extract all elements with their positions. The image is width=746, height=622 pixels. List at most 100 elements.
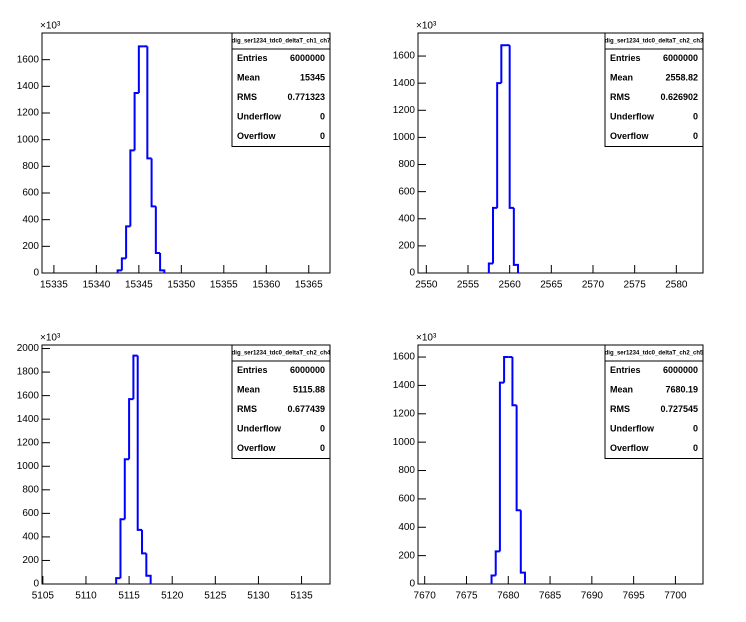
x-tick-label: 7680 [497, 591, 520, 602]
stats-value: 0 [320, 131, 325, 141]
histogram-bin [492, 206, 498, 264]
stats-background [231, 344, 331, 459]
x-tick-label: 15355 [210, 280, 238, 291]
x-tick-label: 7675 [455, 591, 478, 602]
x-tick-label: 5135 [290, 591, 313, 602]
stats-value: 15345 [300, 73, 325, 83]
histogram-bin [511, 357, 517, 407]
stats-value: 6000000 [290, 365, 325, 375]
stats-label: Overflow [237, 131, 277, 141]
stats-value: 0 [693, 443, 698, 453]
y-tick-label: 800 [398, 159, 415, 170]
stats-label: Entries [610, 53, 641, 63]
stats-label: Entries [610, 365, 641, 375]
y-exponent-label: ×10³ [40, 333, 61, 344]
x-tick-label: 2580 [665, 280, 688, 291]
y-exponent-label: ×10³ [416, 333, 437, 344]
y-tick-label: 0 [33, 579, 39, 590]
y-tick-label: 800 [22, 161, 39, 172]
stats-value: 0.677439 [287, 404, 325, 414]
histogram-bin [487, 262, 493, 273]
stats-value: 0.626902 [660, 92, 698, 102]
x-tick-label: 2570 [582, 280, 605, 291]
histogram-bin [141, 529, 147, 555]
stats-background [604, 32, 704, 147]
stats-label: RMS [610, 404, 630, 414]
plot-frame [41, 344, 331, 585]
histogram-bin [125, 225, 131, 259]
x-tick-label: 15365 [295, 280, 323, 291]
histogram-bin [496, 82, 502, 208]
stats-label: Overflow [237, 443, 277, 453]
y-tick-label: 0 [33, 268, 39, 279]
y-exponent-label: ×10³ [416, 21, 437, 32]
x-tick-label: 7700 [664, 591, 687, 602]
y-tick-label: 400 [398, 522, 415, 533]
histogram-bin [512, 207, 519, 273]
histogram-bin [503, 356, 509, 383]
stats-label: Overflow [610, 131, 650, 141]
y-tick-label: 1000 [17, 461, 40, 472]
stats-title: dig_ser1234_tdc0_deltaT_ch2_ch3 [605, 39, 704, 45]
y-tick-label: 2000 [17, 343, 40, 354]
x-tick-label: 7685 [539, 591, 562, 602]
x-tick-label: 2565 [540, 280, 563, 291]
stats-value: 0 [320, 443, 325, 453]
x-tick-label: 15350 [167, 280, 195, 291]
y-tick-label: 1200 [393, 408, 416, 419]
y-tick-label: 1600 [393, 51, 416, 62]
y-tick-label: 200 [398, 241, 415, 252]
histogram-pad: 0 200 400 600 800 1000 1200 1400 1600 15335 15340 1… [17, 21, 331, 291]
stats-value: 0.771323 [287, 92, 325, 102]
histogram-bin [119, 518, 125, 579]
x-tick-label: 5105 [32, 591, 55, 602]
x-tick-label: 5125 [204, 591, 227, 602]
x-tick-label: 2560 [499, 280, 522, 291]
stats-box: dig_ser1234_tdc0_deltaT_ch2_ch5 Entries 60… [604, 344, 704, 459]
y-tick-label: 800 [398, 465, 415, 476]
histogram-bin [519, 510, 526, 584]
stats-box: dig_ser1234_tdc0_deltaT_ch1_ch7 Entries 60… [231, 32, 331, 147]
y-tick-label: 400 [22, 532, 39, 543]
stats-label: Underflow [610, 424, 655, 434]
histogram-bin [150, 158, 156, 208]
stats-value: 6000000 [290, 53, 325, 63]
y-tick-label: 1600 [393, 352, 416, 363]
stats-label: Mean [610, 73, 633, 83]
stats-background [231, 32, 331, 147]
histogram-bin [120, 257, 127, 271]
y-exponent-label: ×10³ [40, 21, 61, 32]
stats-label: RMS [237, 92, 257, 102]
y-tick-label: 1400 [393, 380, 416, 391]
histogram-pad: 0 200 400 600 800 1000 1200 1400 1600 2550 2555 256… [393, 21, 704, 291]
stats-label: Underflow [237, 112, 282, 122]
stats-value: 7680.19 [665, 385, 698, 395]
y-tick-label: 1200 [17, 108, 40, 119]
stats-label: Entries [237, 53, 268, 63]
stats-label: Underflow [610, 112, 655, 122]
y-tick-label: 1400 [17, 414, 40, 425]
histogram-bin [515, 405, 521, 512]
histogram-bin [129, 149, 135, 227]
histogram-bin [154, 206, 161, 254]
y-tick-label: 1000 [393, 437, 416, 448]
plot-frame [417, 344, 704, 585]
histogram-bin [123, 458, 130, 520]
histogram-bin [133, 92, 139, 151]
stats-value: 6000000 [663, 365, 698, 375]
histogram-bin [159, 253, 166, 273]
histogram-bin [490, 574, 496, 584]
histogram-bin [116, 269, 122, 273]
histogram-bin [494, 550, 500, 576]
histogram-bin [128, 398, 134, 460]
x-tick-label: 7690 [581, 591, 604, 602]
x-tick-label: 15345 [125, 280, 153, 291]
x-tick-label: 7670 [414, 591, 437, 602]
stats-title: dig_ser1234_tdc0_deltaT_ch2_ch5 [605, 351, 704, 357]
histogram-bin [146, 46, 152, 160]
y-tick-label: 1000 [393, 132, 416, 143]
y-tick-label: 0 [409, 268, 415, 279]
x-tick-label: 5110 [75, 591, 97, 602]
y-tick-label: 1200 [17, 437, 40, 448]
y-tick-label: 1000 [17, 134, 40, 145]
